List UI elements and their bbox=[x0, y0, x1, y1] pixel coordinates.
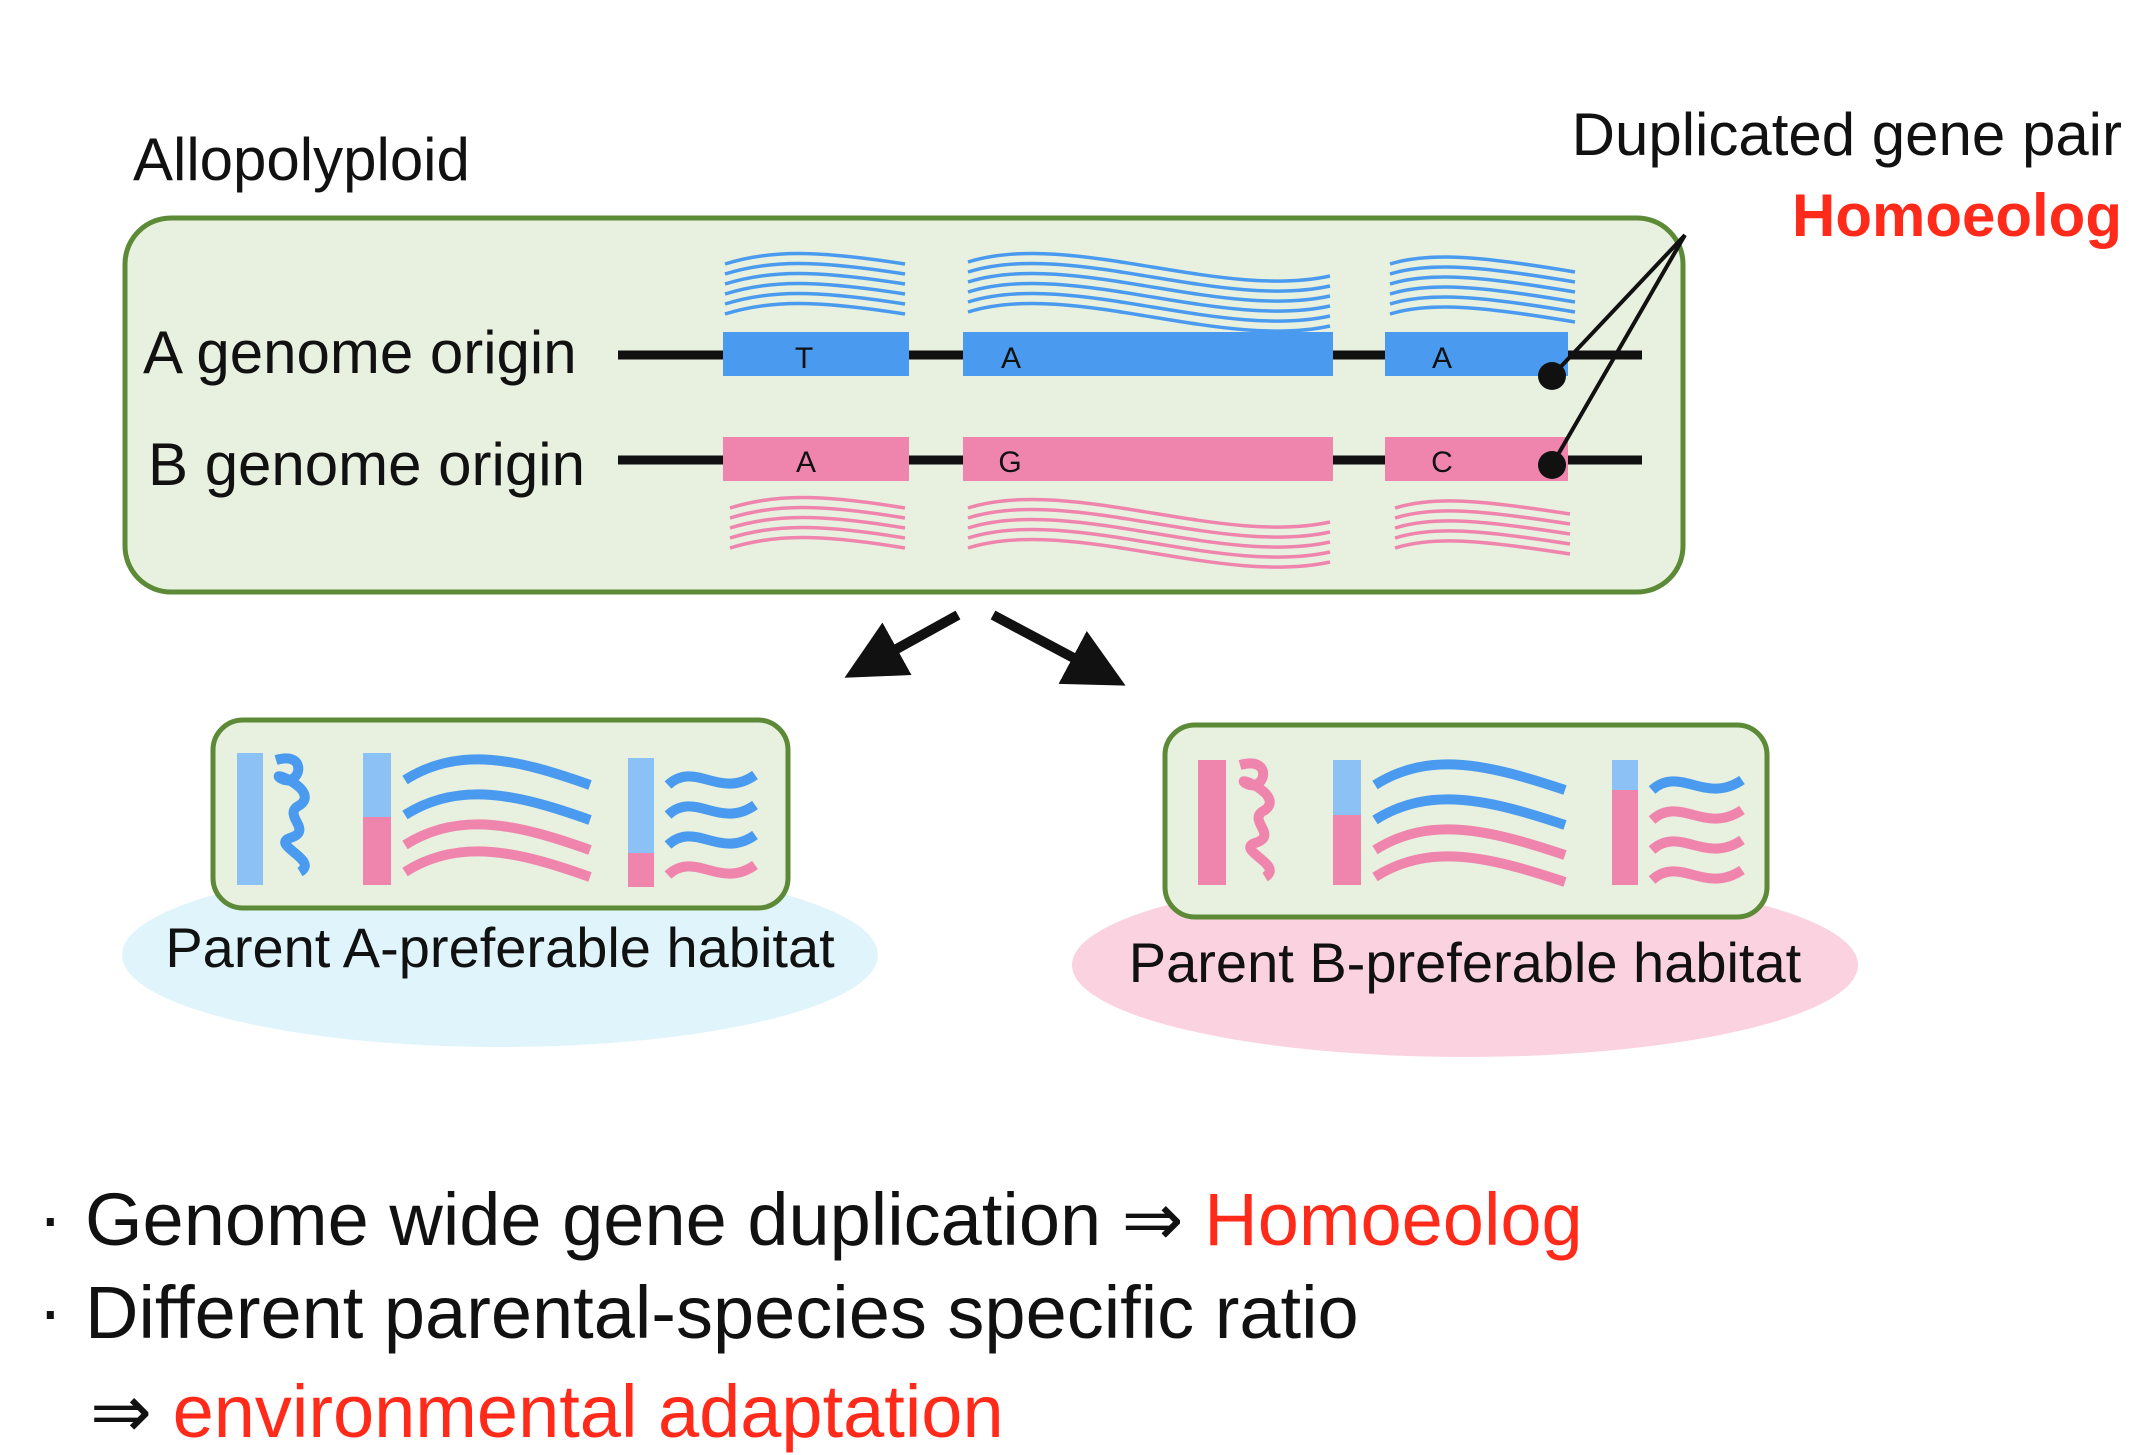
bullet-line-3-arrow: ⇒ bbox=[90, 1370, 173, 1453]
b-genome-label: B genome origin bbox=[148, 431, 585, 498]
a-gene-3 bbox=[1385, 332, 1568, 376]
divergence-arrows bbox=[844, 610, 1126, 686]
habitat-a-box bbox=[210, 717, 791, 911]
bullet-line-1-highlight: Homoeolog bbox=[1204, 1178, 1582, 1261]
b-base-2: G bbox=[998, 446, 1021, 479]
a-base-3: A bbox=[1432, 342, 1452, 375]
habitat-a-expression bbox=[237, 753, 758, 887]
bullet-line-3-highlight: environmental adaptation bbox=[173, 1370, 1004, 1453]
bullet-line-1-text: Genome wide gene duplication ⇒ bbox=[85, 1178, 1204, 1261]
arrow-to-habitat-b bbox=[990, 610, 1126, 686]
bullet-line-2: Different parental-species specific rati… bbox=[85, 1271, 1359, 1354]
a-genome-label: A genome origin bbox=[143, 319, 577, 386]
a-base-1: T bbox=[795, 342, 813, 375]
diagram-title: Allopolyploid bbox=[133, 126, 470, 193]
habitat-b-label: Parent B-preferable habitat bbox=[1129, 931, 1802, 994]
b-transcripts bbox=[729, 495, 1571, 569]
bullet-line-1: Genome wide gene duplication ⇒ Homoeolog bbox=[85, 1178, 1583, 1261]
homoeolog-pointer bbox=[1538, 233, 1687, 479]
b-base-3: C bbox=[1431, 446, 1453, 479]
a-gene-2 bbox=[963, 332, 1333, 376]
b-base-1: A bbox=[796, 446, 816, 479]
homoeolog-label: Homoeolog bbox=[1792, 182, 2122, 249]
a-gene-1 bbox=[723, 332, 909, 376]
habitat-b-expression bbox=[1198, 758, 1745, 887]
b-gene-2 bbox=[963, 437, 1333, 481]
bullet-marker-2: · bbox=[38, 1268, 63, 1351]
bullet-marker-1: · bbox=[38, 1175, 63, 1258]
habitat-a-label: Parent A-preferable habitat bbox=[165, 916, 835, 979]
bullet-line-3: ⇒ environmental adaptation bbox=[90, 1370, 1004, 1453]
b-gene-3 bbox=[1385, 437, 1568, 481]
a-base-2: A bbox=[1001, 342, 1021, 375]
b-gene-1 bbox=[723, 437, 909, 481]
a-transcripts bbox=[724, 251, 1576, 333]
arrow-to-habitat-a bbox=[844, 610, 961, 678]
duplicated-gene-pair-label: Duplicated gene pair bbox=[1572, 101, 2122, 168]
